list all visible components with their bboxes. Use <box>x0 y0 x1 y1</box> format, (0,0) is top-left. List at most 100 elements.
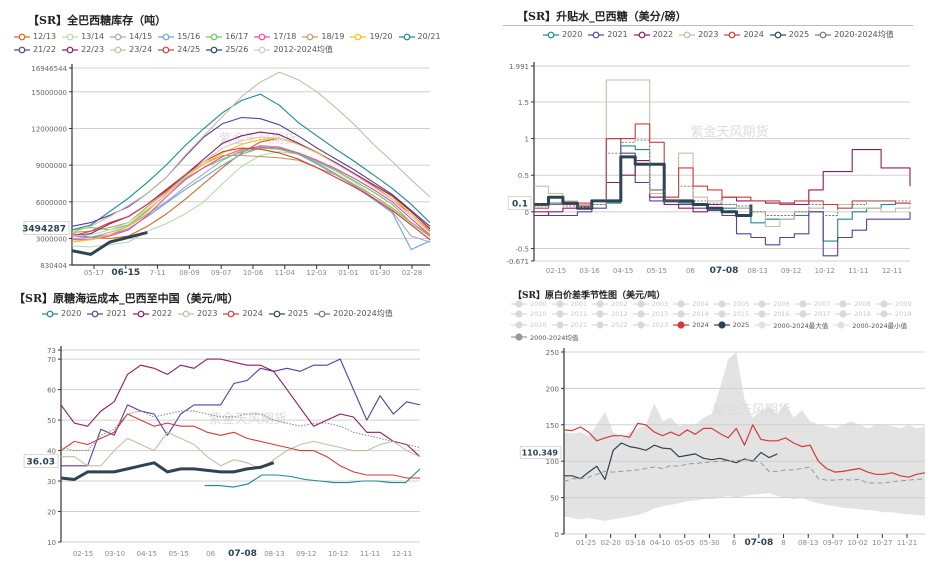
legend-item[interactable]: 2009 <box>875 300 911 308</box>
legend-label: 2023 <box>197 309 218 318</box>
legend-item[interactable]: 2018 <box>835 310 871 318</box>
legend-marker-icon <box>223 310 240 317</box>
y-tick-label: 10 <box>47 539 56 547</box>
legend-label: 2008 <box>854 300 871 308</box>
x-tick-label: 11-11 <box>360 550 380 558</box>
legend-item[interactable]: 17/18 <box>254 32 296 41</box>
legend-marker-icon <box>268 310 285 317</box>
legend-item[interactable]: 2001 <box>551 300 588 308</box>
legend-item[interactable]: 2016 <box>754 310 790 318</box>
legend-item[interactable]: 2023 <box>679 29 718 40</box>
legend-item[interactable]: 2014 <box>673 310 709 318</box>
legend-label: 2014 <box>692 310 709 318</box>
x-tick-label-highlight: 07-08 <box>744 538 773 548</box>
legend-dot <box>210 33 218 40</box>
legend-dot <box>677 321 685 329</box>
legend-item[interactable]: 2021 <box>87 308 127 319</box>
x-tick-label: 05-15 <box>647 267 667 275</box>
legend-marker-icon <box>302 33 319 40</box>
legend-dot <box>758 310 766 318</box>
legend-item[interactable]: 2007 <box>794 300 830 308</box>
legend-item[interactable]: 15/16 <box>158 32 200 41</box>
legend-item[interactable]: 2015 <box>713 310 750 318</box>
y-tick-label: 100 <box>546 458 559 466</box>
legend-item[interactable]: 2021 <box>588 29 628 40</box>
legend-item[interactable]: 2025 <box>713 320 749 330</box>
legend-item[interactable]: 2021 <box>551 320 587 330</box>
x-tick-label: 06 <box>686 267 695 275</box>
x-tick-label: 09-07 <box>211 269 231 277</box>
legend-item[interactable]: 2013 <box>632 310 668 318</box>
legend-item[interactable]: 2022 <box>132 308 172 319</box>
legend-item[interactable]: 2020-2024均值 <box>314 308 393 319</box>
legend-item[interactable]: 2004 <box>673 300 709 308</box>
legend-item[interactable]: 2011 <box>551 310 587 318</box>
legend-item[interactable]: 2002 <box>592 300 628 308</box>
legend-dot <box>258 33 266 40</box>
legend-item[interactable]: 23/24 <box>110 44 152 55</box>
legend-item[interactable]: 2003 <box>632 300 668 308</box>
legend-item[interactable]: 2017 <box>794 310 830 318</box>
legend-item[interactable]: 22/23 <box>62 44 104 55</box>
x-tick-label: 10-06 <box>243 269 264 277</box>
legend-item[interactable]: 18/19 <box>302 32 344 41</box>
legend-item[interactable]: 2024 <box>724 29 764 40</box>
legend-item[interactable]: 2020 <box>543 29 582 40</box>
legend-label: 2021 <box>106 309 127 318</box>
legend-item[interactable]: 20/21 <box>398 32 441 41</box>
legend-marker-icon <box>511 333 527 341</box>
legend-item[interactable]: 25/26 <box>206 44 248 55</box>
legend-item[interactable]: 2024 <box>673 320 709 330</box>
x-tick-label-highlight: 06-15 <box>111 268 140 278</box>
legend-item[interactable]: 2020 <box>42 308 81 319</box>
legend-item[interactable]: 2005 <box>713 300 749 308</box>
legend-item[interactable]: 2023 <box>178 308 217 319</box>
legend-dot <box>596 300 604 308</box>
legend-item[interactable]: 16/17 <box>206 32 248 41</box>
legend-label: 2001 <box>570 300 588 308</box>
legend-item[interactable]: 2025 <box>769 29 809 40</box>
legend-dot <box>515 310 523 318</box>
y-tick-label: 150 <box>546 422 559 430</box>
legend-label: 2012 <box>611 310 628 318</box>
legend-item[interactable]: 2000-2024最小值 <box>833 320 907 330</box>
legend-item[interactable]: 14/15 <box>110 32 152 41</box>
legend-item[interactable]: 21/22 <box>14 44 56 55</box>
legend-label: 2015 <box>732 310 750 318</box>
y-tick-label: 50 <box>550 495 559 503</box>
legend-dot <box>637 321 645 329</box>
legend-dot <box>162 46 170 53</box>
legend-marker-icon <box>254 46 271 53</box>
legend-item[interactable]: 2023 <box>632 320 668 330</box>
legend-item[interactable]: 24/25 <box>158 44 200 55</box>
legend-item[interactable]: 2012-2024均值 <box>254 44 333 55</box>
x-tick-label: 10-02 <box>847 539 867 547</box>
legend-item[interactable]: 2024 <box>223 308 263 319</box>
legend-item[interactable]: 19/20 <box>350 32 393 41</box>
legend-item[interactable]: 2000-2024最大值 <box>754 320 828 330</box>
x-tick-label: 05-17 <box>84 269 104 277</box>
series-line <box>204 468 421 488</box>
legend-label: 16/17 <box>225 32 249 41</box>
legend-dot <box>729 31 736 38</box>
legend-item[interactable]: 2008 <box>835 300 871 308</box>
legend-item[interactable]: 2006 <box>754 300 790 308</box>
x-tick-label: 02-15 <box>546 267 566 275</box>
legend-item[interactable]: 13/14 <box>62 32 104 41</box>
legend-item[interactable]: 2012 <box>592 310 628 318</box>
legend-label: 2022 <box>611 321 628 329</box>
legend-item[interactable]: 2022 <box>633 29 673 40</box>
legend-item[interactable]: 2020-2024均值 <box>815 29 894 40</box>
legend-item[interactable]: 2020 <box>511 320 547 330</box>
legend-item[interactable]: 2000 <box>511 300 547 308</box>
legend-item[interactable]: 2019 <box>875 310 911 318</box>
y-tick-label: 0.5 <box>518 172 529 180</box>
legend-item[interactable]: 2000-2024均值 <box>511 332 578 342</box>
legend-marker-icon <box>254 33 271 40</box>
legend-item[interactable]: 2022 <box>592 320 628 330</box>
range-band <box>564 352 925 521</box>
legend-item[interactable]: 2010 <box>511 310 547 318</box>
legend-marker-icon <box>178 310 195 317</box>
legend-item[interactable]: 2025 <box>268 308 308 319</box>
legend-item[interactable]: 12/13 <box>14 32 56 41</box>
